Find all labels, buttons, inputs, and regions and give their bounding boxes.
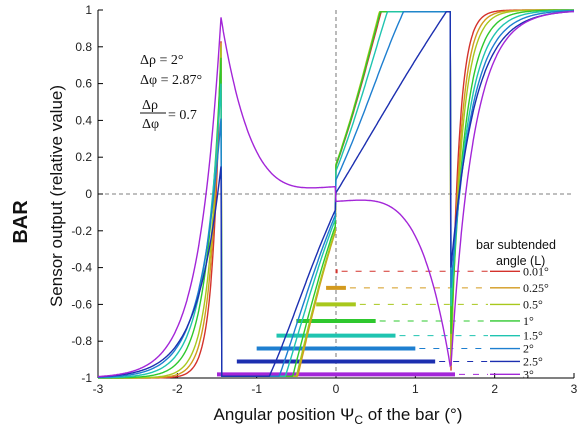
- x-tick-label: -3: [93, 382, 104, 396]
- series-line-1deg: [98, 9, 574, 379]
- delta-phi-label: Δφ = 2.87°: [140, 73, 202, 88]
- legend-label: 0.25°: [523, 281, 549, 295]
- x-tick-label: -1: [251, 382, 262, 396]
- y-tick-label: -0.2: [71, 224, 92, 238]
- x-axis-label: Angular position ΨC of the bar (°): [214, 405, 463, 427]
- legend-label: 2°: [523, 342, 534, 356]
- legend-label: 0.01°: [523, 264, 549, 278]
- legend-label: 1.5°: [523, 329, 543, 343]
- series-line-1.5deg: [98, 9, 574, 379]
- legend-label: 3°: [523, 367, 534, 381]
- ratio-value: = 0.7: [168, 108, 197, 123]
- sensor-curves: [97, 9, 575, 379]
- bar-width-indicators: [217, 269, 488, 377]
- legend-label: 2.5°: [523, 354, 543, 368]
- delta-rho-label: Δρ = 2°: [140, 53, 183, 68]
- legend-title-line1: bar subtended: [476, 238, 556, 252]
- legend-label: 0.5°: [523, 297, 543, 311]
- y-tick-label: -1: [81, 371, 92, 385]
- series-line-2deg: [98, 9, 574, 378]
- legend-label: 1°: [523, 314, 534, 328]
- y-tick-label: 0.4: [75, 113, 92, 127]
- x-tick-label: 3: [571, 382, 578, 396]
- x-tick-label: 0: [333, 382, 340, 396]
- row-label-bar: BAR: [10, 200, 32, 244]
- legend-title-line2: angle (L): [496, 254, 545, 268]
- y-tick-label: -0.6: [71, 297, 92, 311]
- x-tick-label: 1: [412, 382, 419, 396]
- y-tick-label: -0.8: [71, 334, 92, 348]
- y-tick-label: 0: [85, 187, 92, 201]
- x-tick-label: -2: [172, 382, 183, 396]
- y-tick-label: -0.4: [71, 261, 92, 275]
- y-tick-label: 0.8: [75, 40, 92, 54]
- y-tick-label: 0.2: [75, 150, 92, 164]
- y-axis-label: Sensor output (relative value): [47, 85, 66, 307]
- y-tick-label: 1: [85, 3, 92, 17]
- y-tick-label: 0.6: [75, 77, 92, 91]
- legend: bar subtended angle (L) 0.01° 0.25° 0.5° 1°…: [476, 238, 556, 381]
- series-line-3deg: [97, 10, 575, 378]
- ratio-numerator: Δρ: [142, 98, 158, 113]
- parameter-annotation: Δρ = 2° Δφ = 2.87° Δρ Δφ = 0.7: [140, 53, 202, 132]
- x-tick-label: 2: [491, 382, 498, 396]
- ratio-denominator: Δφ: [142, 117, 159, 132]
